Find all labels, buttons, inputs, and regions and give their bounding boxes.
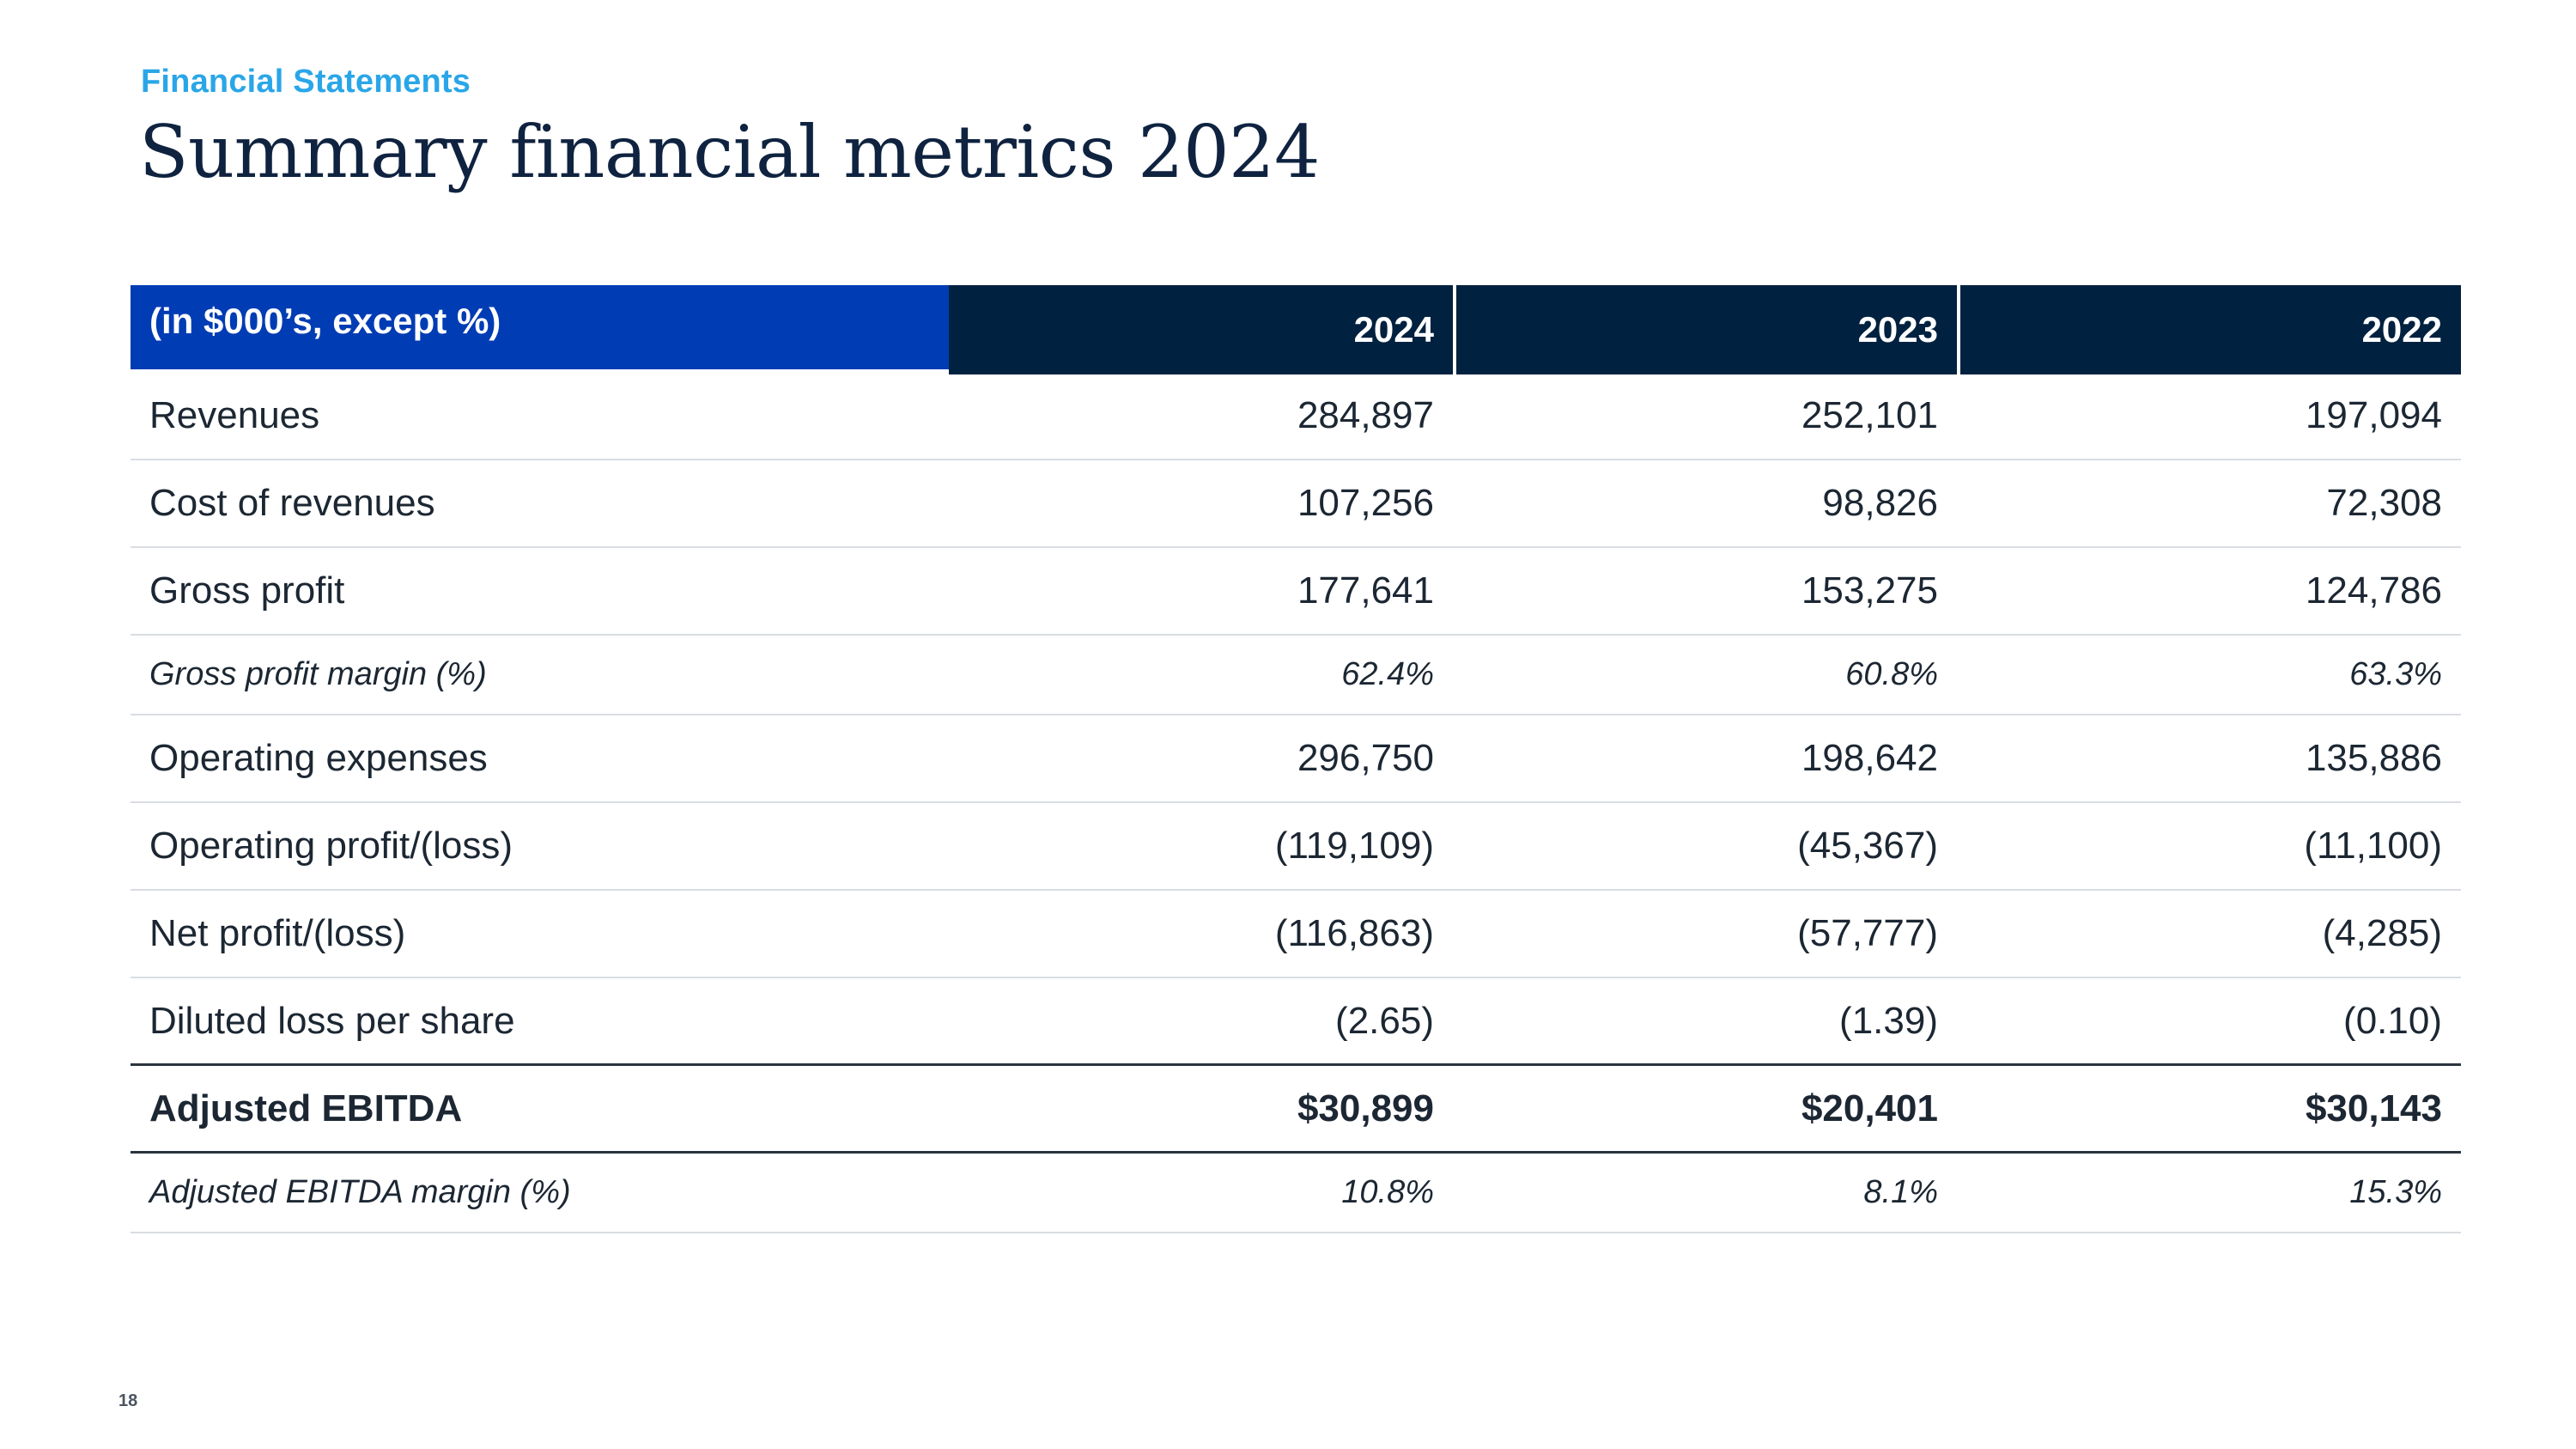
table-row-operating-expenses: Operating expenses 296,750 198,642 135,8… xyxy=(131,715,2461,803)
cell-value: $20,401 xyxy=(1801,1087,1938,1129)
cell-value: 153,275 xyxy=(1801,569,1938,612)
page-title: Summary financial metrics 2024 xyxy=(139,110,1320,194)
table-row-cost-of-revenues: Cost of revenues 107,256 98,826 72,308 xyxy=(131,460,2461,548)
cell-value: 296,750 xyxy=(1297,737,1434,779)
cell-value: 135,886 xyxy=(2305,737,2442,779)
cell-value: (116,863) xyxy=(1274,912,1434,954)
table-row-adjusted-ebitda: Adjusted EBITDA $30,899 $20,401 $30,143 xyxy=(131,1066,2461,1154)
column-header-2024: 2024 xyxy=(949,285,1453,374)
row-label: Net profit/(loss) xyxy=(149,912,406,954)
table-row-operating-profit: Operating profit/(loss) (119,109) (45,36… xyxy=(131,803,2461,891)
cell-value: (4,285) xyxy=(2322,912,2442,954)
row-label: Adjusted EBITDA margin (%) xyxy=(149,1174,571,1210)
section-eyebrow: Financial Statements xyxy=(141,64,471,100)
table-row-gross-profit: Gross profit 177,641 153,275 124,786 xyxy=(131,548,2461,636)
row-label: Operating profit/(loss) xyxy=(149,825,513,867)
cell-value: 197,094 xyxy=(2305,394,2442,436)
cell-value: (57,777) xyxy=(1797,912,1938,954)
table-row-net-profit: Net profit/(loss) (116,863) (57,777) (4,… xyxy=(131,891,2461,978)
cell-value: 10.8% xyxy=(1341,1174,1434,1210)
cell-value: (0.10) xyxy=(2343,999,2442,1042)
cell-value: 62.4% xyxy=(1341,656,1434,692)
table-row-revenues: Revenues 284,897 252,101 197,094 xyxy=(131,373,2461,460)
cell-value: (2.65) xyxy=(1335,999,1434,1042)
cell-value: 252,101 xyxy=(1801,394,1938,436)
table-row-gross-profit-margin: Gross profit margin (%) 62.4% 60.8% 63.3… xyxy=(131,636,2461,715)
cell-value: 98,826 xyxy=(1822,482,1938,524)
column-header-2022: 2022 xyxy=(1957,285,2461,374)
cell-value: 72,308 xyxy=(2326,482,2442,524)
row-label: Gross profit margin (%) xyxy=(149,656,487,692)
financial-metrics-table: (in $000’s, except %) 2024 2023 2022 Rev… xyxy=(131,285,2461,1233)
row-label: Gross profit xyxy=(149,569,345,612)
cell-value: $30,143 xyxy=(2305,1087,2442,1129)
table-row-diluted-loss-per-share: Diluted loss per share (2.65) (1.39) (0.… xyxy=(131,978,2461,1066)
cell-value: 8.1% xyxy=(1863,1174,1938,1210)
row-label: Revenues xyxy=(149,394,320,436)
cell-value: (45,367) xyxy=(1797,825,1938,867)
cell-value: $30,899 xyxy=(1297,1087,1434,1129)
column-header-2023: 2023 xyxy=(1453,285,1957,374)
table-header-row: (in $000’s, except %) 2024 2023 2022 xyxy=(131,285,2461,374)
row-label: Diluted loss per share xyxy=(149,999,515,1042)
cell-value: 177,641 xyxy=(1297,569,1434,612)
cell-value: 124,786 xyxy=(2305,569,2442,612)
table-corner-label: (in $000’s, except %) xyxy=(131,285,949,369)
cell-value: 284,897 xyxy=(1297,394,1434,436)
page-number: 18 xyxy=(118,1391,138,1410)
cell-value: (119,109) xyxy=(1274,825,1434,867)
row-label: Operating expenses xyxy=(149,737,488,779)
row-label: Cost of revenues xyxy=(149,482,435,524)
cell-value: 198,642 xyxy=(1801,737,1938,779)
table-row-adjusted-ebitda-margin: Adjusted EBITDA margin (%) 10.8% 8.1% 15… xyxy=(131,1154,2461,1233)
cell-value: 107,256 xyxy=(1297,482,1434,524)
cell-value: (1.39) xyxy=(1839,999,1938,1042)
cell-value: 15.3% xyxy=(2349,1174,2442,1210)
cell-value: 63.3% xyxy=(2349,656,2442,692)
cell-value: 60.8% xyxy=(1845,656,1938,692)
row-label: Adjusted EBITDA xyxy=(149,1087,463,1129)
cell-value: (11,100) xyxy=(2304,825,2442,867)
